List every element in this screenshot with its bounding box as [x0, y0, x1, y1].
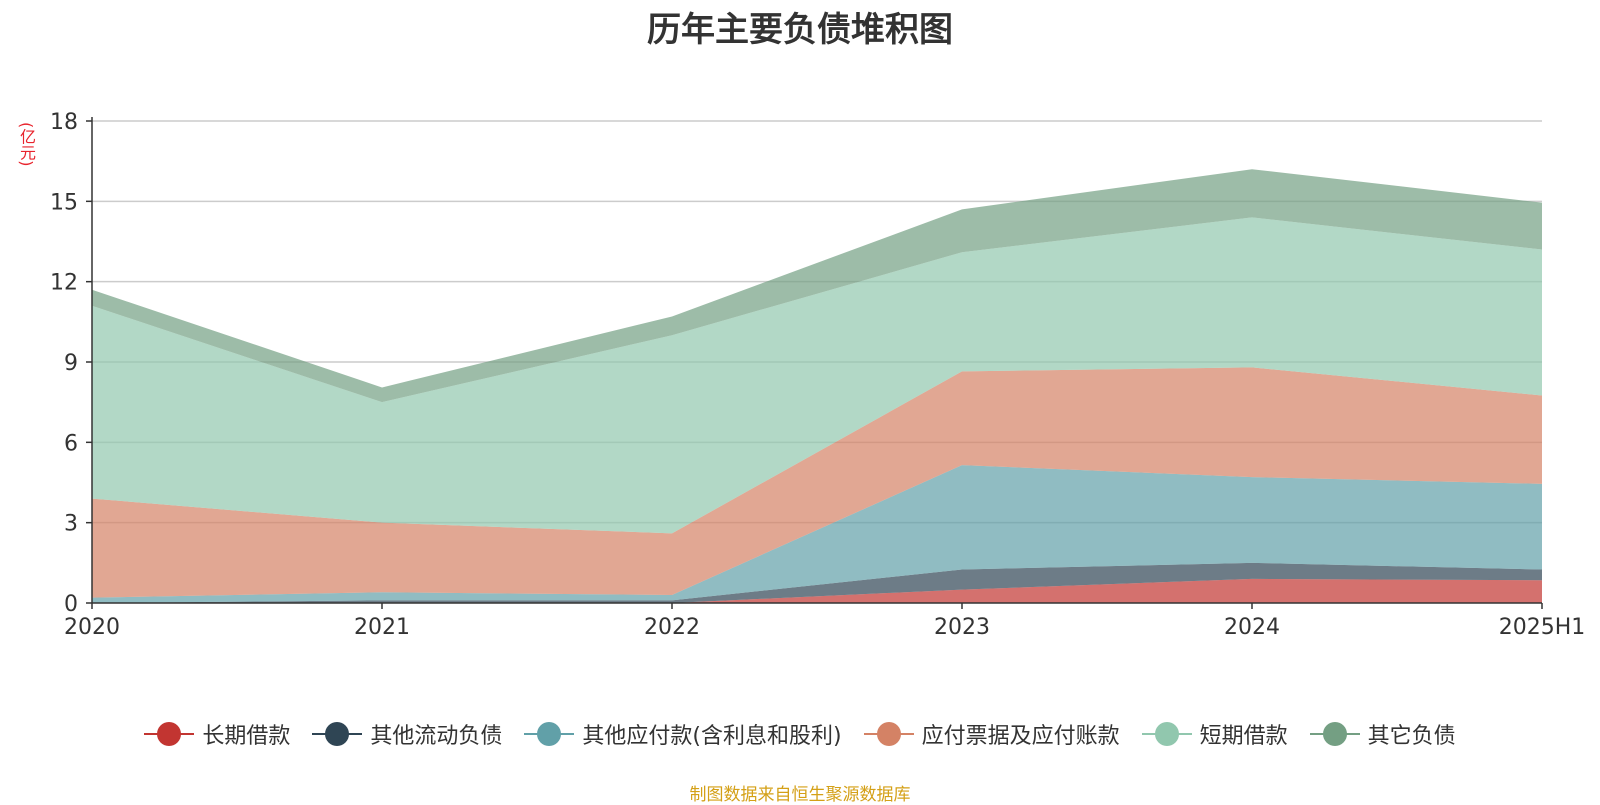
chart-title: 历年主要负债堆积图: [647, 10, 953, 50]
y-axis-unit-label: (亿元): [17, 122, 36, 167]
y-tick-label: 9: [64, 351, 78, 376]
legend-item[interactable]: 其他流动负债: [312, 718, 502, 750]
x-tick-label: 2025H1: [1499, 615, 1586, 640]
legend-item[interactable]: 应付票据及应付账款: [863, 718, 1120, 750]
y-tick-label: 0: [64, 592, 78, 617]
legend-label: 其他应付款(含利息和股利): [582, 724, 842, 749]
legend-label: 其他流动负债: [370, 724, 503, 749]
legend-marker-dot: [1322, 722, 1347, 746]
legend-item[interactable]: 其它负债: [1309, 718, 1456, 750]
source-note: 制图数据来自恒生聚源数据库: [689, 785, 911, 805]
legend-item[interactable]: 其他应付款(含利息和股利): [524, 718, 842, 750]
x-tick-label: 2021: [354, 615, 410, 640]
legend-marker-dot: [876, 722, 901, 746]
x-tick-label: 2022: [644, 615, 700, 640]
legend-label: 其它负债: [1367, 724, 1456, 749]
x-tick-label: 2023: [934, 615, 990, 640]
legend-item[interactable]: 长期借款: [144, 718, 290, 750]
legend: 长期借款 其他流动负债 其他应付款(含利息和股利) 应付票据及应付账款 短期借款 其它负债: [0, 718, 1600, 750]
x-tick-label: 2024: [1224, 615, 1280, 640]
legend-marker-icon: [1309, 721, 1360, 747]
legend-marker-icon: [144, 721, 195, 747]
area-series-0: [92, 578, 1542, 603]
y-tick-label: 6: [64, 431, 78, 456]
legend-marker-icon: [1141, 721, 1192, 747]
area-series-1: [92, 562, 1542, 603]
legend-label: 应付票据及应付账款: [921, 724, 1120, 749]
legend-marker-dot: [537, 722, 562, 746]
legend-marker-icon: [863, 721, 914, 747]
area-series-4: [92, 217, 1542, 534]
y-tick-label: 15: [50, 190, 78, 215]
legend-marker-icon: [524, 721, 575, 747]
area-series-5: [92, 169, 1542, 403]
area-series-2: [92, 465, 1542, 603]
legend-marker-icon: [312, 721, 363, 747]
legend-marker-dot: [325, 722, 350, 746]
area-series: [92, 169, 1542, 603]
y-tick-label: 18: [50, 110, 78, 135]
axes: 0 3 6 9 12 15 18 2020 2021 2022 2023 2024 2025H1: [50, 110, 1585, 640]
x-tick-label: 2020: [64, 615, 120, 640]
legend-label: 长期借款: [202, 724, 291, 749]
area-series-3: [92, 367, 1542, 598]
legend-marker-dot: [157, 722, 182, 746]
y-tick-label: 12: [50, 271, 78, 296]
legend-item[interactable]: 短期借款: [1141, 718, 1288, 750]
legend-marker-dot: [1154, 722, 1179, 746]
y-tick-label: 3: [64, 512, 78, 537]
legend-label: 短期借款: [1199, 724, 1288, 749]
